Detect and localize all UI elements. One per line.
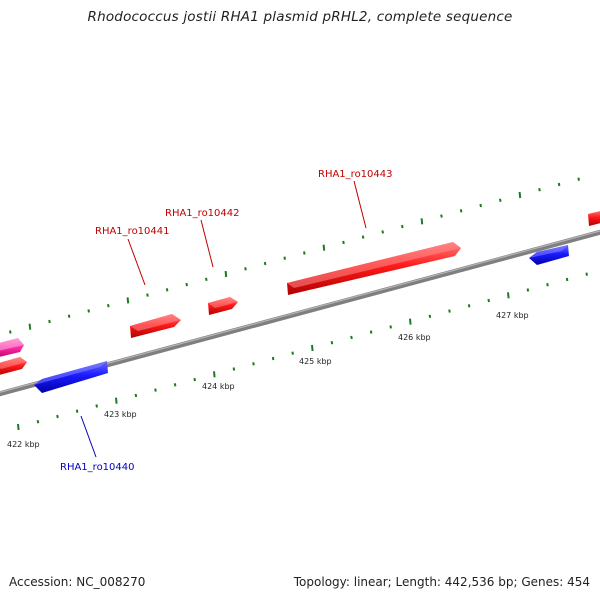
lower-track-minor-tick [134, 393, 138, 398]
upper-track-minor-tick [146, 293, 149, 297]
lower-track-minor-tick [252, 362, 255, 366]
leader-line-ro10442 [200, 219, 214, 268]
lower-track-minor-tick [271, 356, 275, 361]
upper-track-minor-tick [401, 224, 404, 229]
lower-track-minor-tick [95, 404, 98, 408]
upper-track-minor-tick [538, 188, 541, 192]
upper-track-minor-tick [557, 182, 561, 187]
lower-track-major-tick [17, 423, 20, 431]
gene-label-ro10443[interactable]: RHA1_ro10443 [318, 169, 393, 180]
lower-track-minor-tick [467, 304, 471, 308]
scale-label-425: 425 kbp [299, 357, 332, 366]
lower-track-minor-tick [330, 341, 334, 345]
lower-track-minor-tick [448, 309, 451, 313]
upper-track-minor-tick [381, 230, 384, 234]
upper-track-major-tick [420, 218, 424, 225]
upper-track-major-tick [28, 323, 32, 330]
lower-track-major-tick [213, 371, 216, 378]
upper-track-minor-tick [107, 304, 110, 308]
upper-track-major-tick [126, 297, 130, 304]
upper-track-minor-tick [303, 251, 306, 255]
leader-line-ro10443 [353, 180, 367, 229]
upper-track-minor-tick [499, 198, 502, 202]
lower-track-minor-tick [350, 335, 353, 340]
gene-arrow-ro10443[interactable] [287, 242, 461, 295]
lower-track-minor-tick [565, 277, 569, 282]
upper-track-minor-tick [87, 309, 90, 313]
gene-label-ro10441[interactable]: RHA1_ro10441 [95, 226, 170, 237]
lower-track-minor-tick [173, 383, 177, 387]
lower-track-minor-tick [154, 388, 157, 392]
upper-track-minor-tick [67, 314, 71, 318]
lower-track-minor-tick [56, 414, 59, 419]
accession-text: Accession: NC_008270 [9, 575, 146, 589]
lower-track-major-tick [115, 397, 118, 404]
gene-label-ro10442[interactable]: RHA1_ro10442 [165, 208, 240, 219]
upper-track-minor-tick [244, 267, 247, 271]
upper-track-major-tick [518, 191, 522, 199]
upper-track-minor-tick [342, 240, 345, 245]
scale-label-427: 427 kbp [496, 311, 529, 320]
gene-arrow-ro10441[interactable] [130, 314, 181, 338]
lower-track-minor-tick [36, 420, 40, 424]
upper-track-minor-tick [185, 282, 188, 287]
lower-track-minor-tick [487, 298, 490, 303]
sequence-summary-text: Topology: linear; Length: 442,536 bp; Ge… [293, 575, 590, 589]
lower-track-minor-tick [585, 272, 588, 276]
leader-line-ro10440 [80, 415, 97, 458]
scale-label-423: 423 kbp [104, 410, 137, 419]
upper-track-minor-tick [48, 319, 51, 324]
gene-arrow-ro10442[interactable] [208, 297, 238, 315]
scale-label-424: 424 kbp [202, 382, 235, 391]
lower-track-minor-tick [193, 377, 196, 382]
lower-track-minor-tick [75, 409, 79, 413]
lower-track-minor-tick [291, 351, 294, 355]
gene-arrow-forward-left-edge[interactable] [0, 357, 27, 376]
scale-label-422: 422 kbp [7, 440, 40, 449]
upper-tick-track [9, 177, 580, 334]
upper-track-minor-tick [577, 177, 580, 181]
upper-track-minor-tick [459, 209, 463, 213]
gene-arrow-ro10440[interactable] [34, 361, 108, 393]
gene-label-ro10440[interactable]: RHA1_ro10440 [60, 462, 135, 473]
gene-arrow-reverse-right[interactable] [529, 245, 569, 265]
upper-track-minor-tick [205, 277, 208, 281]
lower-track-major-tick [507, 292, 510, 299]
upper-track-minor-tick [479, 203, 482, 208]
lower-track-minor-tick [232, 367, 236, 371]
map-title: Rhodococcus jostii RHA1 plasmid pRHL2, c… [87, 9, 513, 25]
leader-line-ro10441 [127, 238, 146, 286]
lower-track-major-tick [409, 318, 412, 325]
upper-track-minor-tick [361, 235, 365, 239]
upper-track-major-tick [224, 270, 228, 278]
upper-track-minor-tick [440, 214, 443, 218]
upper-track-minor-tick [283, 256, 286, 260]
upper-track-minor-tick [165, 288, 169, 292]
lower-track-minor-tick [389, 325, 392, 329]
feature-arrow-pink-left-edge[interactable] [0, 338, 24, 358]
lower-track-minor-tick [526, 288, 530, 292]
upper-track-minor-tick [9, 330, 12, 334]
lower-track-minor-tick [428, 314, 432, 318]
lower-track-major-tick [311, 344, 314, 352]
lower-track-minor-tick [546, 283, 549, 287]
gene-arrow-forward-right-edge[interactable] [588, 210, 600, 226]
lower-track-minor-tick [369, 330, 373, 334]
upper-track-major-tick [322, 244, 326, 251]
scale-label-426: 426 kbp [398, 333, 431, 342]
upper-track-minor-tick [263, 261, 267, 266]
lower-tick-track [17, 272, 588, 431]
